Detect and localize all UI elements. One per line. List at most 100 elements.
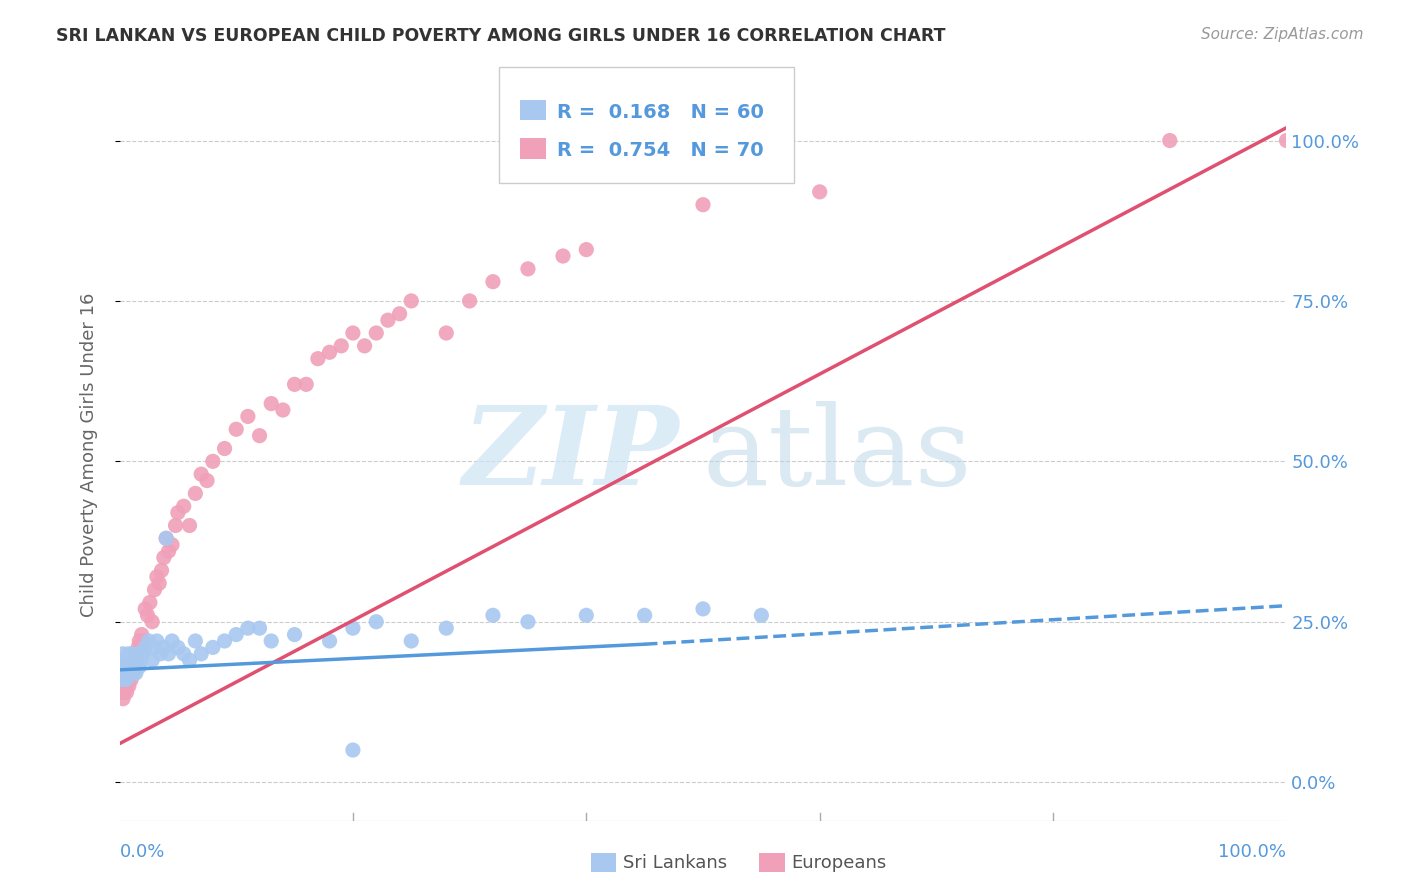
Point [132, 647, 155, 661]
Point [143, 582, 166, 597]
Point [110, 659, 132, 673]
Point [114, 659, 136, 673]
Point [284, 377, 307, 392]
Point [388, 307, 411, 321]
Point [128, 659, 150, 673]
Point [166, 506, 188, 520]
Point [141, 653, 163, 667]
Point [692, 197, 714, 211]
Point [111, 647, 134, 661]
Point [751, 608, 773, 623]
Point [124, 653, 146, 667]
Point [166, 640, 188, 655]
Point [249, 428, 271, 442]
Point [149, 647, 172, 661]
Point [141, 615, 163, 629]
Text: R =  0.168   N = 60: R = 0.168 N = 60 [557, 103, 763, 122]
Point [482, 275, 505, 289]
Point [214, 442, 236, 456]
Point [118, 679, 141, 693]
Point [1275, 134, 1298, 148]
Point [146, 570, 169, 584]
Point [134, 640, 156, 655]
Point [236, 621, 259, 635]
Point [201, 640, 224, 655]
Point [634, 608, 657, 623]
Point [111, 691, 134, 706]
Point [127, 640, 149, 655]
Point [138, 634, 160, 648]
Point [148, 576, 170, 591]
Point [112, 653, 135, 667]
Point [575, 608, 598, 623]
Point [401, 293, 423, 308]
Point [115, 673, 138, 687]
Point [225, 422, 247, 436]
Point [330, 339, 353, 353]
Point [318, 345, 340, 359]
Point [195, 474, 218, 488]
Point [1159, 134, 1181, 148]
Text: R =  0.754   N = 70: R = 0.754 N = 70 [557, 141, 763, 161]
Text: Source: ZipAtlas.com: Source: ZipAtlas.com [1201, 27, 1364, 42]
Point [117, 659, 139, 673]
Text: SRI LANKAN VS EUROPEAN CHILD POVERTY AMONG GIRLS UNDER 16 CORRELATION CHART: SRI LANKAN VS EUROPEAN CHILD POVERTY AMO… [56, 27, 946, 45]
Point [110, 685, 132, 699]
Text: ZIP: ZIP [463, 401, 679, 508]
Point [117, 666, 139, 681]
Point [118, 653, 141, 667]
Point [249, 621, 271, 635]
Point [307, 351, 329, 366]
Point [155, 532, 177, 546]
Point [517, 261, 540, 276]
Point [136, 608, 159, 623]
Point [517, 615, 540, 629]
Text: Sri Lankans: Sri Lankans [623, 854, 727, 871]
Point [190, 647, 212, 661]
Point [260, 396, 283, 410]
Point [342, 621, 364, 635]
Point [214, 634, 236, 648]
Point [173, 500, 195, 514]
Point [184, 634, 207, 648]
Point [342, 326, 364, 340]
Point [366, 615, 388, 629]
Text: Europeans: Europeans [792, 854, 887, 871]
Point [260, 634, 283, 648]
Point [692, 602, 714, 616]
Point [132, 634, 155, 648]
Point [115, 685, 138, 699]
Point [127, 647, 149, 661]
Point [434, 326, 457, 340]
Point [111, 673, 134, 687]
Point [173, 647, 195, 661]
Point [120, 666, 142, 681]
Point [401, 634, 423, 648]
Point [122, 666, 145, 681]
Point [143, 640, 166, 655]
Point [284, 627, 307, 641]
Point [125, 653, 148, 667]
Point [184, 486, 207, 500]
Point [118, 659, 141, 673]
Point [129, 640, 152, 655]
Point [160, 634, 183, 648]
Point [112, 659, 135, 673]
Y-axis label: Child Poverty Among Girls Under 16: Child Poverty Among Girls Under 16 [80, 293, 98, 617]
Point [353, 339, 375, 353]
Point [120, 653, 142, 667]
Point [120, 673, 142, 687]
Text: 0.0%: 0.0% [120, 843, 165, 861]
Point [190, 467, 212, 482]
Point [122, 659, 145, 673]
Point [129, 653, 152, 667]
Point [125, 666, 148, 681]
Point [165, 518, 187, 533]
Text: atlas: atlas [703, 401, 973, 508]
Point [153, 550, 176, 565]
Point [551, 249, 574, 263]
Point [146, 634, 169, 648]
Point [201, 454, 224, 468]
Point [377, 313, 399, 327]
Point [118, 666, 141, 681]
